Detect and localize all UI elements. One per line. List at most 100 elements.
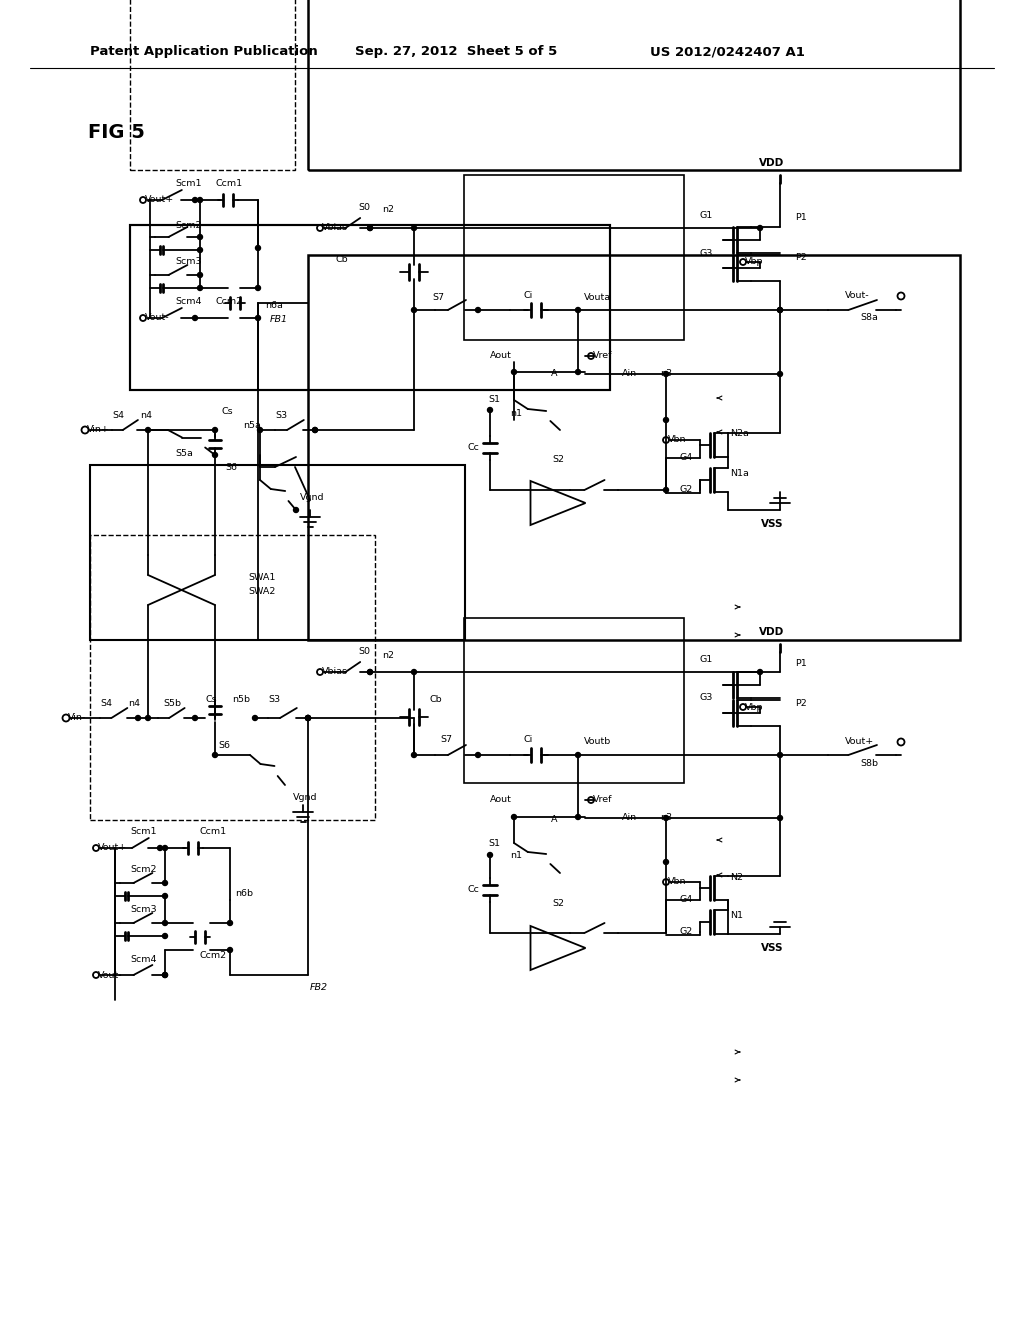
Circle shape	[758, 226, 763, 231]
Circle shape	[777, 752, 782, 758]
Text: US 2012/0242407 A1: US 2012/0242407 A1	[650, 45, 805, 58]
Text: Ci: Ci	[524, 735, 534, 744]
Text: Scm1: Scm1	[175, 178, 202, 187]
Circle shape	[575, 752, 581, 758]
Bar	[308, 255, 961, 640]
Text: G2: G2	[680, 928, 693, 936]
Circle shape	[198, 248, 203, 252]
Text: S0: S0	[358, 648, 370, 656]
Circle shape	[475, 308, 480, 313]
Text: S4: S4	[100, 698, 112, 708]
Text: S3: S3	[275, 411, 287, 420]
Circle shape	[777, 371, 782, 376]
Text: FB1: FB1	[270, 315, 288, 325]
Text: n2: n2	[382, 652, 394, 660]
Text: n5a: n5a	[243, 421, 261, 429]
Circle shape	[777, 308, 782, 313]
Circle shape	[368, 226, 373, 231]
Text: G4: G4	[680, 454, 693, 462]
Circle shape	[412, 669, 417, 675]
Text: n2: n2	[382, 206, 394, 214]
Text: S7: S7	[432, 293, 444, 301]
Circle shape	[135, 715, 140, 721]
Circle shape	[412, 226, 417, 231]
Text: FIG 5: FIG 5	[88, 123, 144, 141]
Text: Sep. 27, 2012  Sheet 5 of 5: Sep. 27, 2012 Sheet 5 of 5	[355, 45, 557, 58]
Text: Vbias: Vbias	[322, 223, 348, 232]
Text: Vout-: Vout-	[98, 970, 123, 979]
Text: Vouta: Vouta	[584, 293, 611, 302]
Text: Vout-: Vout-	[145, 314, 170, 322]
Text: Cc: Cc	[468, 886, 480, 895]
Circle shape	[777, 308, 782, 313]
Text: Vref: Vref	[593, 796, 612, 804]
Text: Ain: Ain	[622, 370, 637, 379]
Text: Vin+: Vin+	[87, 425, 110, 434]
Circle shape	[227, 948, 232, 953]
Text: G1: G1	[700, 655, 714, 664]
Circle shape	[512, 370, 516, 375]
Text: SWA2: SWA2	[248, 586, 275, 595]
Text: G2: G2	[680, 486, 693, 495]
Text: VDD: VDD	[760, 158, 784, 168]
Circle shape	[163, 933, 168, 939]
Text: Scm2: Scm2	[130, 866, 157, 874]
Text: S8b: S8b	[860, 759, 878, 767]
Bar	[308, 0, 961, 170]
Text: Patent Application Publication: Patent Application Publication	[90, 45, 317, 58]
Text: Vout+: Vout+	[845, 738, 874, 747]
Text: Aout: Aout	[490, 351, 512, 360]
Circle shape	[575, 370, 581, 375]
Text: n3: n3	[660, 813, 672, 822]
Circle shape	[163, 846, 168, 850]
Text: Ci: Ci	[524, 292, 534, 301]
Text: Ccm2: Ccm2	[215, 297, 242, 306]
Text: Vbn: Vbn	[668, 436, 686, 445]
Text: S6: S6	[218, 741, 230, 750]
Circle shape	[213, 453, 217, 458]
Text: S1: S1	[488, 396, 500, 404]
Circle shape	[198, 272, 203, 277]
Text: Vbias: Vbias	[322, 668, 348, 676]
Circle shape	[412, 752, 417, 758]
Circle shape	[145, 715, 151, 721]
Text: N2: N2	[730, 873, 743, 882]
Text: S6: S6	[225, 463, 237, 473]
Text: Aout: Aout	[490, 796, 512, 804]
Circle shape	[163, 973, 168, 978]
Text: VSS: VSS	[761, 942, 783, 953]
Circle shape	[664, 487, 669, 492]
Text: Ccm1: Ccm1	[200, 828, 227, 837]
Text: Vin-: Vin-	[68, 714, 86, 722]
Circle shape	[305, 715, 310, 721]
Text: SWA1: SWA1	[248, 573, 275, 582]
Text: Scm4: Scm4	[130, 956, 157, 965]
Text: Vout-: Vout-	[845, 292, 869, 301]
Text: Voutb: Voutb	[584, 738, 611, 747]
Text: S1: S1	[488, 838, 500, 847]
Circle shape	[213, 752, 217, 758]
Circle shape	[368, 226, 373, 231]
Text: N1: N1	[730, 911, 743, 920]
Text: VDD: VDD	[760, 627, 784, 638]
Circle shape	[198, 198, 203, 202]
Text: S7: S7	[440, 735, 452, 744]
Text: P2: P2	[795, 253, 807, 263]
Circle shape	[664, 417, 669, 422]
Text: Ccm2: Ccm2	[200, 950, 227, 960]
Circle shape	[487, 853, 493, 858]
Text: N1a: N1a	[730, 469, 749, 478]
Circle shape	[163, 920, 168, 925]
Text: P1: P1	[795, 659, 807, 668]
Text: n3: n3	[660, 370, 672, 379]
Bar	[130, 224, 610, 389]
Text: n4: n4	[128, 698, 140, 708]
Circle shape	[368, 669, 373, 675]
Circle shape	[198, 235, 203, 239]
Text: Vref: Vref	[593, 351, 612, 360]
Circle shape	[294, 507, 299, 512]
Circle shape	[305, 715, 310, 721]
Circle shape	[253, 715, 257, 721]
Text: Cb: Cb	[336, 256, 348, 264]
Circle shape	[512, 814, 516, 820]
